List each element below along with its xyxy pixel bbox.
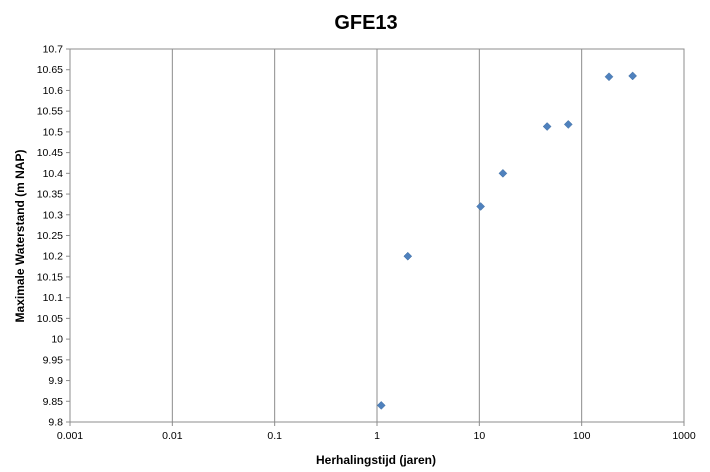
- y-tick-label: 9.95: [43, 354, 64, 366]
- y-tick-label: 10.35: [37, 189, 63, 201]
- y-tick-label: 9.85: [43, 396, 64, 408]
- y-tick-label: 10.45: [37, 147, 63, 159]
- y-tick-label: 10.1: [43, 292, 64, 304]
- data-point: [563, 120, 573, 129]
- chart-title: GFE13: [334, 12, 397, 34]
- data-point: [628, 71, 638, 81]
- x-tick-label: 0.1: [267, 430, 282, 442]
- x-tick-label: 0.01: [162, 430, 183, 442]
- x-tick-label: 0.001: [57, 430, 83, 442]
- y-tick-label: 10.7: [43, 44, 64, 56]
- y-tick-label: 10: [51, 334, 63, 346]
- y-tick-label: 10.3: [43, 209, 64, 221]
- y-tick-label: 10.05: [37, 313, 63, 325]
- data-point: [542, 122, 552, 131]
- data-point: [376, 401, 386, 410]
- y-axis-title: Maximale Waterstand (m NAP): [13, 150, 27, 323]
- x-tick-label: 1: [374, 430, 380, 442]
- y-tick-label: 9.8: [48, 417, 63, 429]
- grid: [69, 49, 685, 422]
- y-tick-label: 10.25: [37, 230, 63, 242]
- x-tick-label: 100: [573, 430, 591, 442]
- y-tick-label: 10.4: [43, 168, 64, 180]
- x-axis-title: Herhalingstijd (jaren): [316, 453, 436, 467]
- data-point: [604, 72, 614, 82]
- y-tick-label: 10.15: [37, 271, 63, 283]
- data-points: [376, 71, 638, 410]
- y-tick-label: 9.9: [48, 375, 63, 387]
- data-point: [403, 251, 413, 261]
- x-tick-label: 10: [473, 430, 485, 442]
- y-tick-label: 10.2: [43, 251, 64, 263]
- y-axis-ticks: 9.8 9.85 9.9 9.95 10 10.05 10.1 10.15 10.2 10.25 1…: [37, 44, 70, 429]
- x-tick-label: 1000: [672, 430, 696, 442]
- y-tick-label: 10.55: [37, 106, 63, 118]
- y-tick-label: 10.5: [43, 126, 64, 138]
- y-tick-label: 10.65: [37, 64, 63, 76]
- data-point: [498, 168, 508, 178]
- y-tick-label: 10.6: [43, 85, 64, 97]
- data-point: [476, 202, 486, 211]
- x-axis-ticks: 0.001 0.01 0.1 1 10 100 1000: [57, 422, 696, 442]
